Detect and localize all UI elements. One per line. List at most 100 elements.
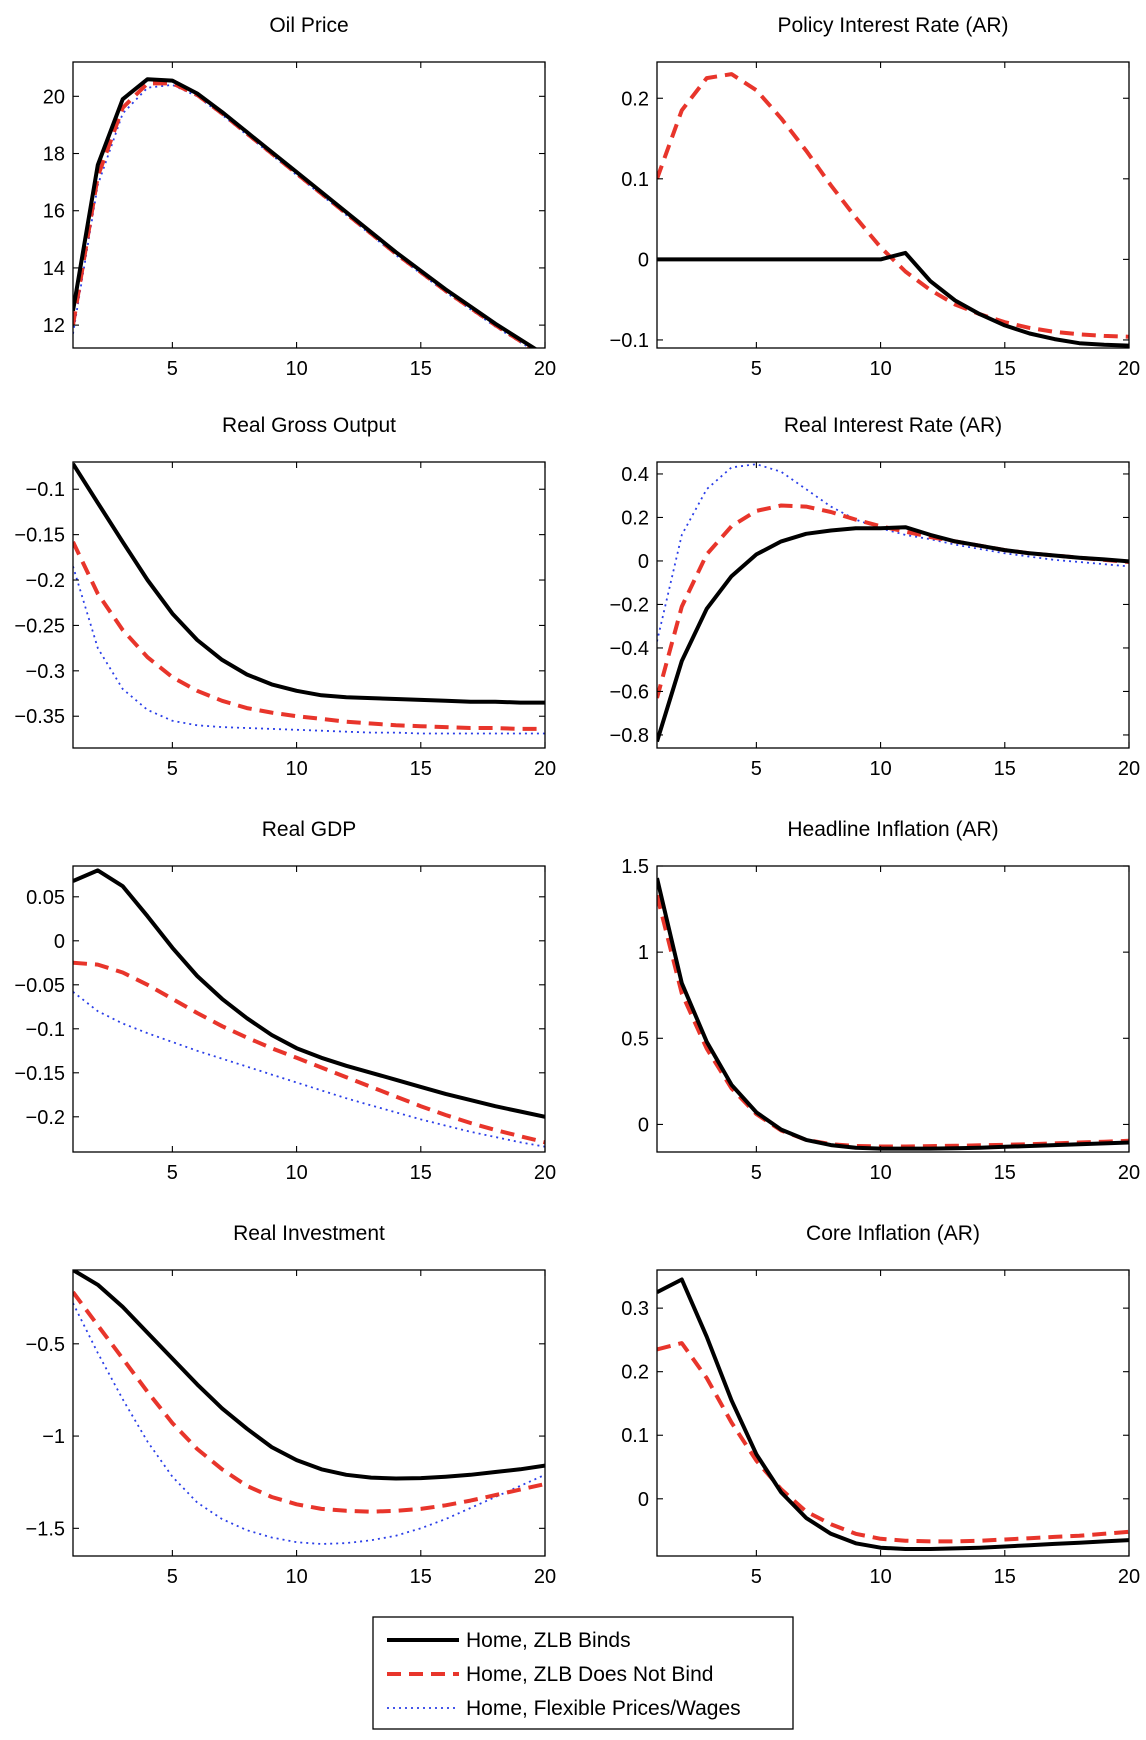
x-tick-label: 20 — [1118, 1566, 1140, 1588]
series-home-zlb-does-not-bind — [657, 72, 1129, 339]
series-home-flexible-prices-wages — [73, 566, 545, 735]
panel-title: Real GDP — [262, 818, 357, 841]
x-tick-label: 20 — [1118, 1162, 1140, 1184]
series-home-zlb-binds — [657, 1277, 1129, 1551]
y-tick-label: −1 — [42, 1426, 65, 1448]
y-tick-label: 12 — [43, 315, 65, 337]
x-tick-label: 5 — [167, 1566, 178, 1588]
x-tick-label: 10 — [869, 1162, 891, 1184]
legend-label-zlb-binds: Home, ZLB Binds — [466, 1629, 631, 1652]
x-tick-label: 5 — [167, 1162, 178, 1184]
y-tick-label: −0.35 — [14, 706, 65, 728]
panel-title: Policy Interest Rate (AR) — [777, 14, 1008, 37]
plot-frame — [72, 865, 546, 1153]
y-tick-label: −0.3 — [26, 661, 65, 683]
series-home-zlb-binds — [657, 877, 1129, 1151]
panel-policy-interest-rate-ar: Policy Interest Rate (AR) 5 10 15 20 −0.1 0 0.1… — [610, 14, 1141, 380]
plot-frame — [656, 865, 1130, 1153]
y-tick-label: 0 — [638, 249, 649, 271]
x-tick-label: 20 — [1118, 358, 1140, 380]
y-tick-label: 0 — [638, 1489, 649, 1511]
x-tick-label: 10 — [869, 1566, 891, 1588]
panel-title: Real Gross Output — [222, 414, 396, 437]
series-home-flexible-prices-wages — [73, 991, 545, 1148]
y-tick-label: 18 — [43, 144, 65, 166]
series-home-flexible-prices-wages — [73, 84, 532, 348]
y-tick-label: −0.15 — [14, 525, 65, 547]
plot-frame — [72, 461, 546, 749]
x-tick-label: 15 — [410, 1566, 432, 1588]
y-tick-label: 0.1 — [621, 169, 649, 191]
series-group — [73, 868, 545, 1148]
x-tick-label: 15 — [410, 358, 432, 380]
series-home-zlb-does-not-bind — [73, 1290, 545, 1514]
panel-title: Real Interest Rate (AR) — [784, 414, 1002, 437]
panel-title: Headline Inflation (AR) — [787, 818, 998, 841]
series-group — [657, 877, 1129, 1151]
y-tick-label: −0.25 — [14, 615, 65, 637]
series-group — [73, 77, 538, 348]
panel-real-interest-rate-ar: Real Interest Rate (AR) 5 10 15 20 −0.8 −0.6 −0… — [610, 414, 1141, 780]
series-group — [657, 72, 1129, 348]
x-tick-label: 5 — [751, 358, 762, 380]
plot-frame — [72, 61, 546, 349]
y-tick-label: −0.2 — [610, 594, 649, 616]
plot-frame — [656, 1269, 1130, 1557]
series-home-zlb-binds — [73, 77, 538, 348]
y-tick-label: −0.1 — [26, 1019, 65, 1041]
series-home-flexible-prices-wages — [73, 1302, 545, 1545]
y-tick-label: 1 — [638, 942, 649, 964]
y-tick-label: 0.3 — [621, 1298, 649, 1320]
y-tick-label: −0.05 — [14, 975, 65, 997]
x-tick-label: 5 — [751, 1162, 762, 1184]
series-home-flexible-prices-wages — [657, 463, 1129, 642]
x-tick-label: 20 — [1118, 758, 1140, 780]
series-group — [657, 463, 1129, 743]
legend: Home, ZLB Binds Home, ZLB Does Not Bind … — [372, 1616, 794, 1730]
series-home-zlb-does-not-bind — [73, 960, 545, 1145]
y-tick-label: 0.05 — [26, 887, 65, 909]
y-tick-label: −0.1 — [26, 479, 65, 501]
x-tick-label: 15 — [994, 358, 1016, 380]
series-home-zlb-binds — [657, 250, 1129, 348]
series-group — [73, 1270, 545, 1545]
series-home-zlb-does-not-bind — [657, 1341, 1129, 1544]
y-tick-label: −0.15 — [14, 1063, 65, 1085]
x-tick-label: 20 — [534, 758, 556, 780]
x-tick-label: 10 — [285, 358, 307, 380]
series-group — [73, 462, 545, 735]
y-tick-label: −0.2 — [26, 570, 65, 592]
panel-title: Real Investment — [233, 1222, 385, 1245]
y-tick-label: 0.2 — [621, 1362, 649, 1384]
panel-oil-price: Oil Price 5 10 15 20 12 14 16 18 20 — [43, 14, 556, 380]
series-group — [657, 1277, 1129, 1551]
x-tick-label: 20 — [534, 358, 556, 380]
y-tick-label: 20 — [43, 86, 65, 108]
y-tick-label: 0.1 — [621, 1425, 649, 1447]
y-tick-label: 16 — [43, 201, 65, 223]
y-tick-label: −0.6 — [610, 681, 649, 703]
y-tick-label: −1.5 — [26, 1518, 65, 1540]
x-tick-label: 5 — [751, 1566, 762, 1588]
y-tick-label: 0.2 — [621, 88, 649, 110]
series-home-zlb-does-not-bind — [73, 81, 537, 348]
plot-frame — [656, 461, 1130, 749]
panel-real-investment: Real Investment 5 10 15 20 −1.5 −1 −0.5 — [26, 1222, 557, 1588]
x-tick-label: 10 — [869, 358, 891, 380]
plot-frame — [656, 61, 1130, 349]
x-tick-label: 10 — [285, 1566, 307, 1588]
x-tick-label: 15 — [994, 1162, 1016, 1184]
x-tick-label: 5 — [167, 358, 178, 380]
x-tick-label: 5 — [751, 758, 762, 780]
x-tick-label: 10 — [869, 758, 891, 780]
x-tick-label: 20 — [534, 1566, 556, 1588]
x-tick-label: 10 — [285, 1162, 307, 1184]
y-tick-label: 14 — [43, 258, 65, 280]
y-tick-label: 1.5 — [621, 856, 649, 878]
legend-label-zlb-not-bind: Home, ZLB Does Not Bind — [466, 1663, 713, 1686]
series-home-zlb-binds — [73, 1270, 545, 1481]
y-tick-label: 0 — [638, 1114, 649, 1136]
y-tick-label: 0 — [638, 551, 649, 573]
